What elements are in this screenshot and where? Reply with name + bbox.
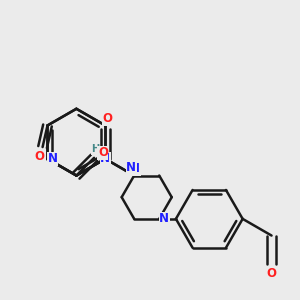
Text: N: N: [159, 212, 169, 225]
Text: O: O: [98, 146, 108, 159]
Text: N: N: [130, 162, 140, 175]
Text: N: N: [100, 152, 110, 165]
Text: O: O: [102, 112, 112, 125]
Text: N: N: [126, 161, 136, 174]
Text: N: N: [47, 152, 57, 165]
Text: O: O: [34, 150, 45, 164]
Text: O: O: [266, 267, 277, 280]
Text: H: H: [91, 144, 100, 154]
